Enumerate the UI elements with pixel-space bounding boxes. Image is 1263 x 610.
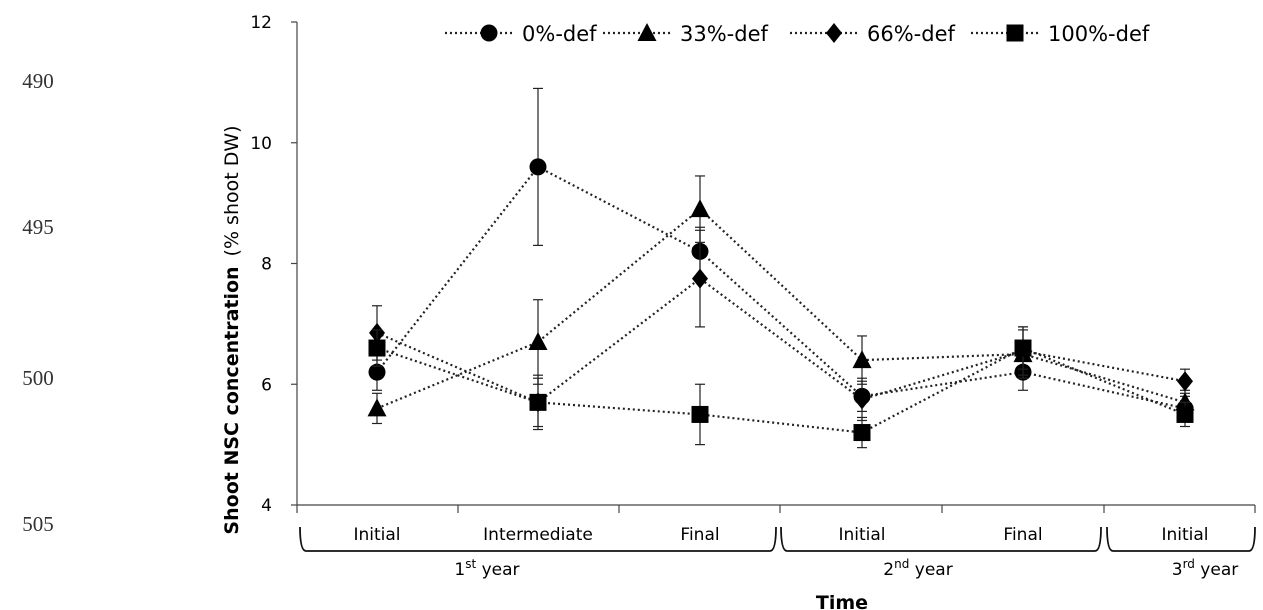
line-number: 500 bbox=[22, 366, 54, 390]
y-axis-title: Shoot NSC concentration (% shoot DW) bbox=[221, 125, 243, 534]
line-number: 505 bbox=[22, 512, 54, 536]
y-tick-label: 8 bbox=[261, 255, 272, 275]
data-point-triangle bbox=[1175, 392, 1195, 411]
x-category-label: Initial bbox=[353, 525, 400, 545]
x-category-label: Final bbox=[680, 525, 719, 545]
year-label-word: year bbox=[909, 560, 952, 580]
x-category-label: Initial bbox=[838, 525, 885, 545]
legend-marker-diamond bbox=[826, 23, 842, 43]
legend-label: 33%-def bbox=[680, 22, 769, 46]
legend-entry: 0%-def bbox=[445, 22, 597, 46]
year-label-number: 1 bbox=[454, 560, 465, 580]
legend-entry: 100%-def bbox=[971, 22, 1150, 46]
legend-label: 66%-def bbox=[867, 22, 956, 46]
data-point-square bbox=[1014, 339, 1032, 357]
legend-label: 0%-def bbox=[522, 22, 597, 46]
series-line bbox=[376, 277, 1186, 404]
data-point-square bbox=[691, 405, 709, 423]
year-label-word: year bbox=[476, 560, 519, 580]
data-point-circle bbox=[529, 158, 547, 176]
data-point-triangle bbox=[852, 350, 872, 369]
data-point-square bbox=[368, 339, 386, 357]
x-category-label: Intermediate bbox=[483, 525, 593, 545]
year-bracket bbox=[299, 526, 777, 552]
legend-marker-circle bbox=[480, 24, 498, 42]
data-point-square bbox=[529, 393, 547, 411]
year-label: 2nd year bbox=[883, 557, 952, 580]
series-circle bbox=[368, 87, 1194, 422]
data-point-diamond bbox=[692, 268, 708, 289]
data-point-diamond bbox=[1177, 371, 1193, 392]
series-square bbox=[368, 326, 1194, 449]
y-tick-label: 12 bbox=[250, 13, 272, 33]
legend-marker-square bbox=[1006, 24, 1024, 42]
x-axis-title: Time bbox=[816, 592, 868, 610]
line-number: 495 bbox=[22, 215, 54, 239]
legend-marker-triangle bbox=[637, 23, 657, 41]
year-label: 1st year bbox=[454, 557, 519, 580]
x-category-label: Initial bbox=[1161, 525, 1208, 545]
data-point-square bbox=[853, 424, 871, 442]
year-bracket bbox=[1106, 526, 1256, 552]
y-tick-label: 4 bbox=[261, 496, 272, 516]
series-line bbox=[376, 346, 1186, 434]
legend-entry: 66%-def bbox=[790, 22, 956, 46]
series-line bbox=[376, 165, 1186, 410]
legend-label: 100%-def bbox=[1048, 22, 1150, 46]
legend-entry: 33%-def bbox=[603, 22, 769, 46]
year-bracket bbox=[780, 526, 1102, 552]
y-tick-label: 10 bbox=[250, 134, 272, 154]
year-label-suffix: nd bbox=[894, 557, 909, 571]
y-axis-title-unit: (% shoot DW) bbox=[221, 125, 243, 256]
data-point-triangle bbox=[690, 199, 710, 218]
data-point-square bbox=[1176, 405, 1194, 423]
year-label: 3rd year bbox=[1172, 557, 1239, 580]
x-category-label: Final bbox=[1003, 525, 1042, 545]
year-label-number: 3 bbox=[1172, 560, 1183, 580]
year-label-number: 2 bbox=[883, 560, 894, 580]
series-diamond bbox=[369, 229, 1193, 428]
y-tick-label: 6 bbox=[261, 375, 272, 395]
line-number: 490 bbox=[22, 69, 54, 93]
y-axis-title-main: Shoot NSC concentration bbox=[221, 266, 243, 534]
year-label-word: year bbox=[1195, 560, 1238, 580]
data-point-triangle bbox=[528, 331, 548, 350]
series-line bbox=[376, 207, 1186, 410]
data-point-triangle bbox=[367, 398, 387, 417]
year-label-suffix: rd bbox=[1183, 557, 1195, 571]
data-point-diamond bbox=[854, 389, 870, 410]
year-label-suffix: st bbox=[465, 557, 476, 571]
data-point-circle bbox=[368, 363, 386, 381]
